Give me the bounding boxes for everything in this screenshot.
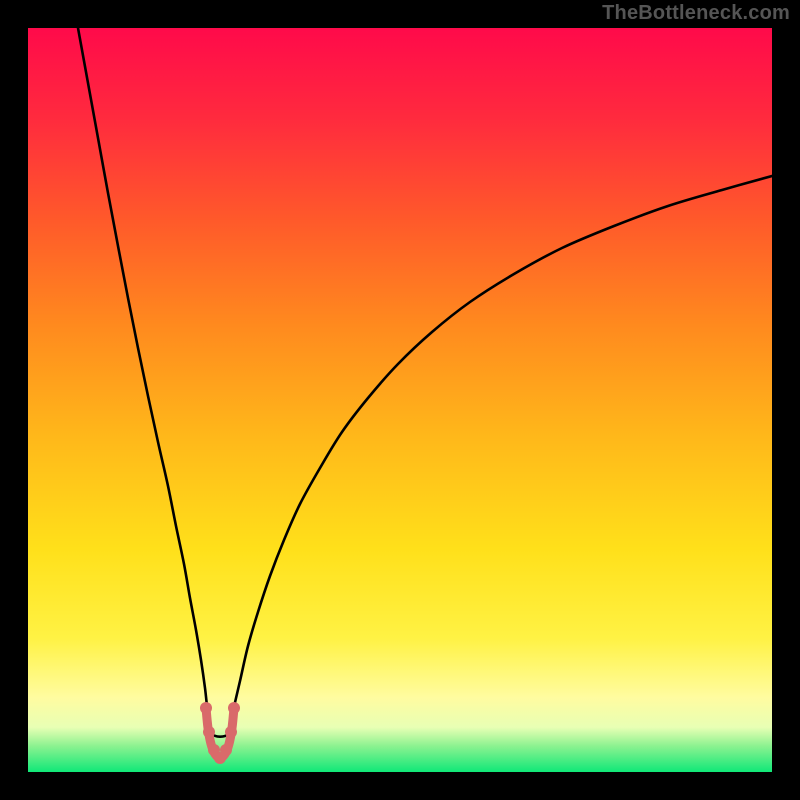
bottleneck-curve [78,28,772,737]
frame-left [0,0,28,800]
knuckle-dots [200,702,240,764]
frame-right [772,0,800,800]
watermark-text: TheBottleneck.com [602,2,790,25]
curve-layer [28,28,772,772]
frame-bottom [0,772,800,800]
plot-area [28,28,772,772]
